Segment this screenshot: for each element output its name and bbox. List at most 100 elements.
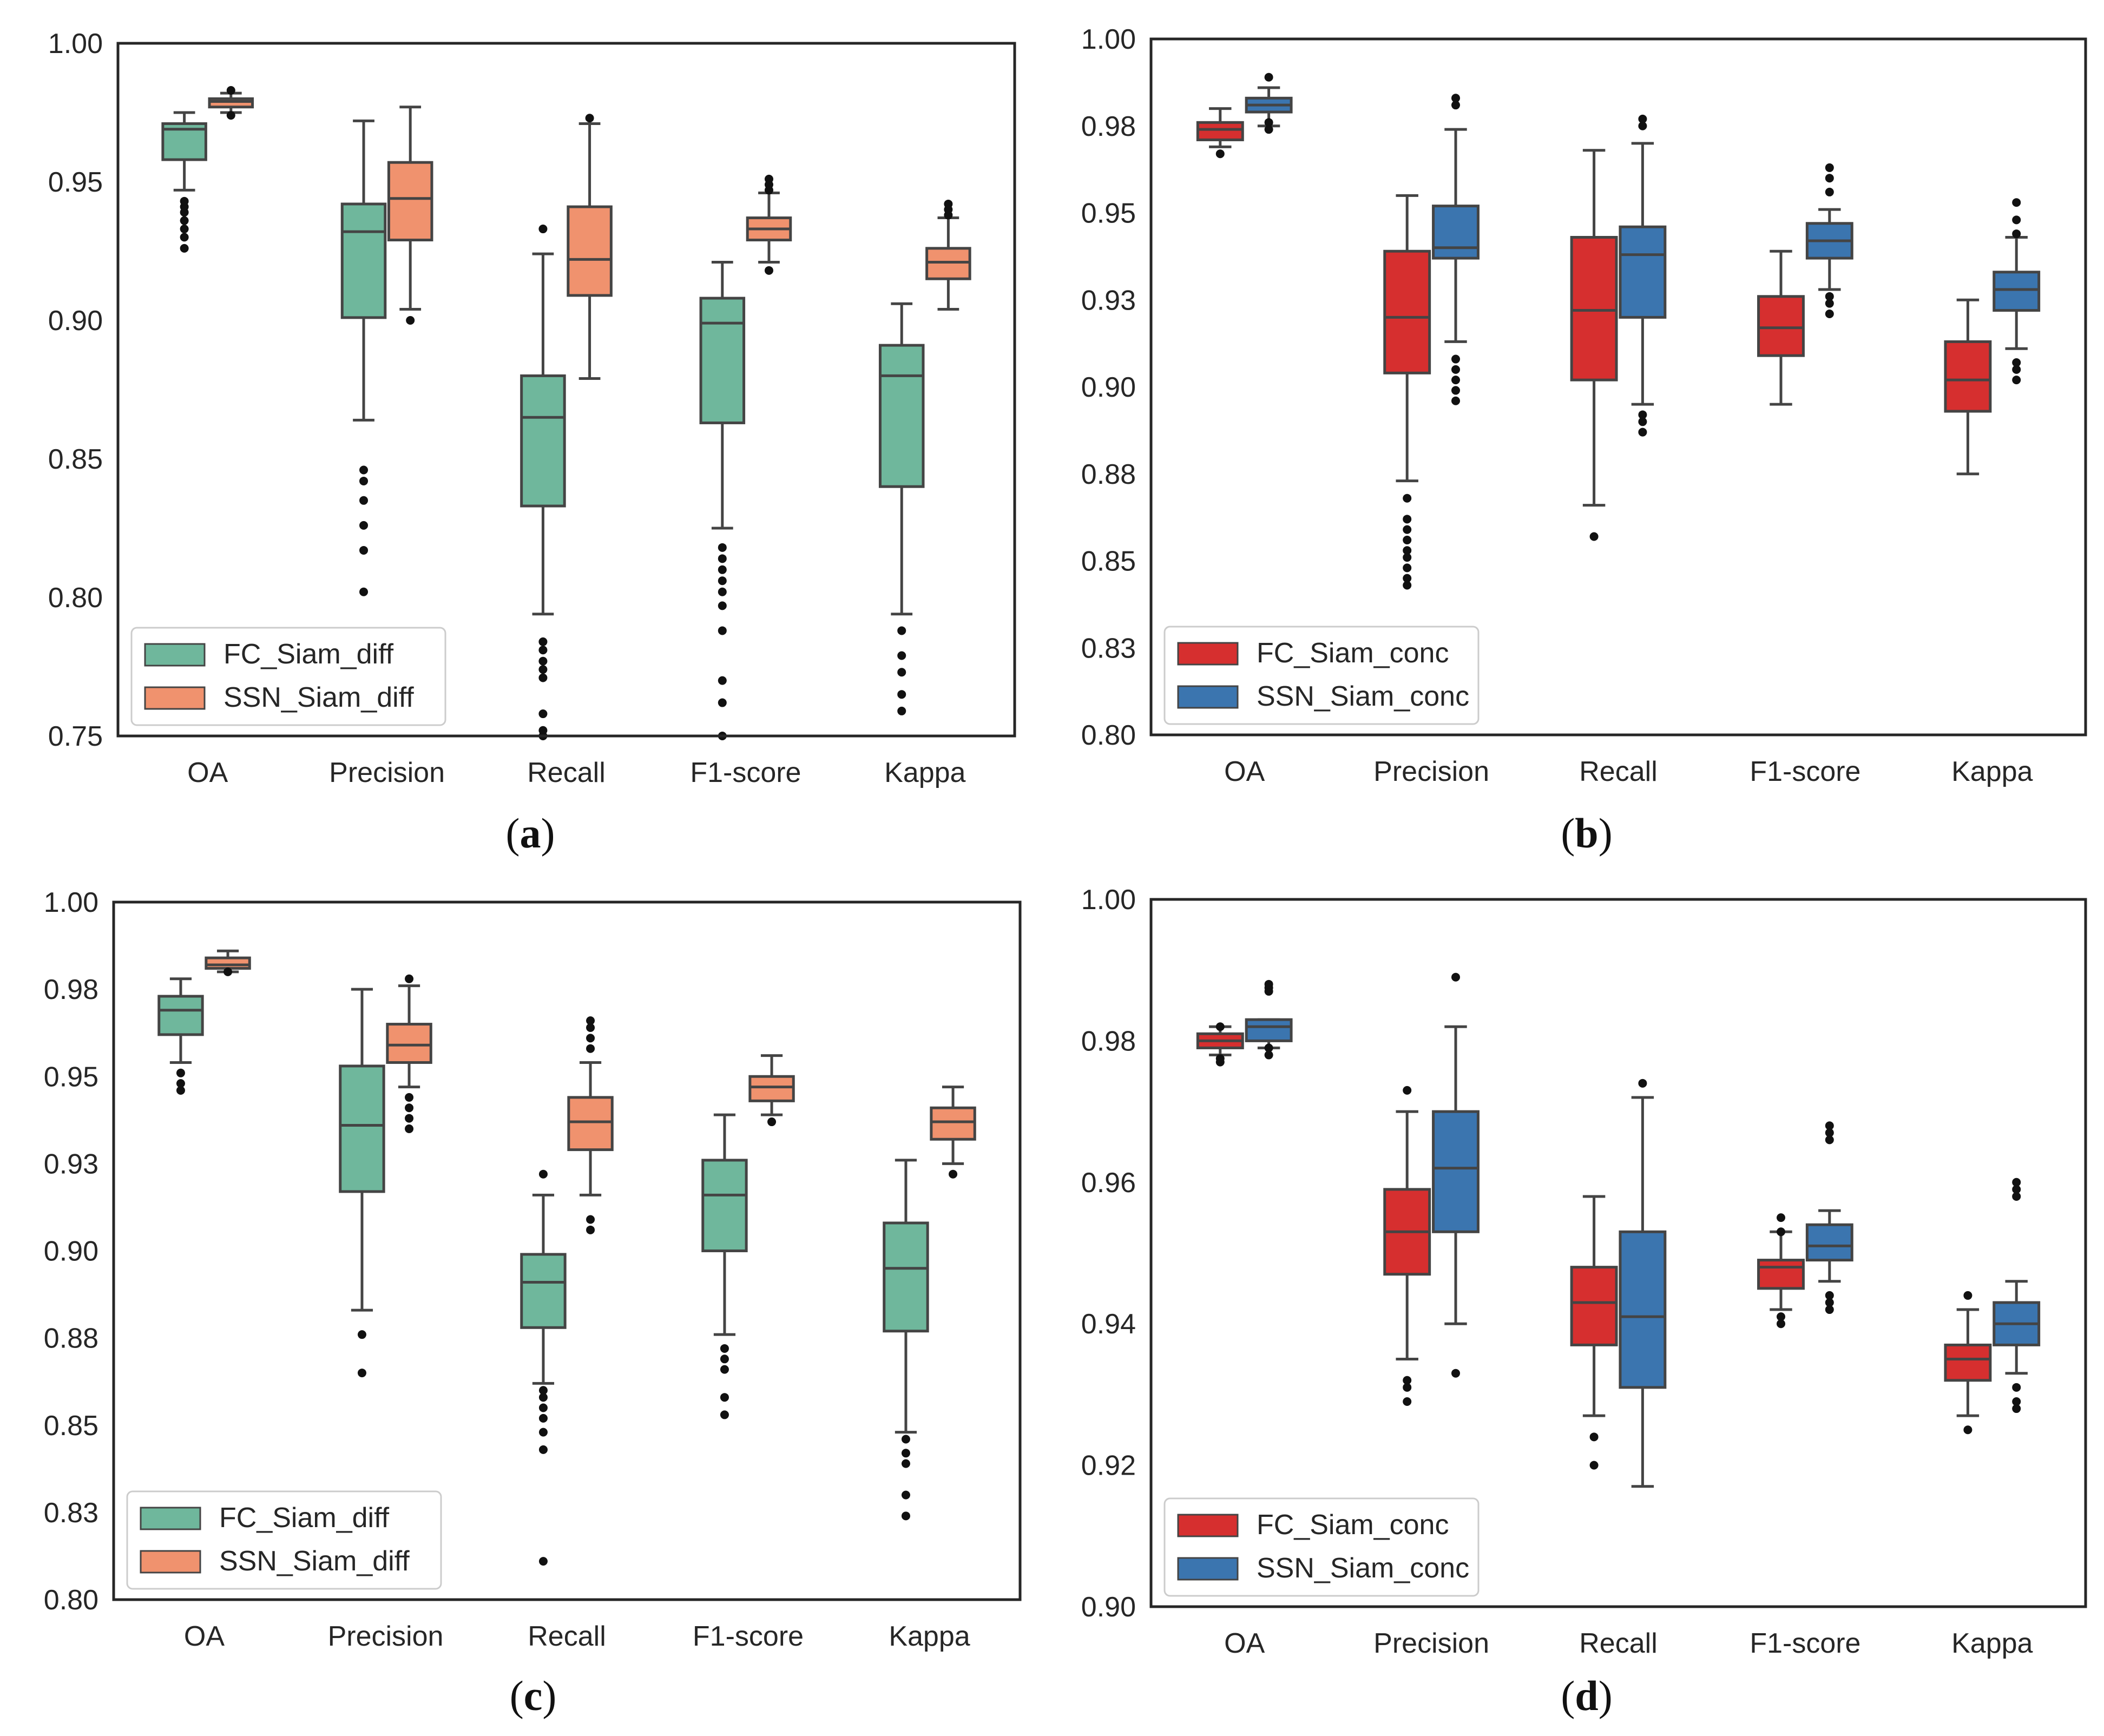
box-SSN_Siam_conc-F1-score <box>1805 163 1853 318</box>
box-FC_Siam_diff-OA <box>161 111 207 253</box>
caption-b: (b) <box>1561 810 1613 857</box>
y-tick-label: 0.80 <box>44 1584 98 1616</box>
outlier-point <box>405 974 414 983</box>
legend-label-FC_Siam_conc: FC_Siam_conc <box>1257 637 1449 669</box>
y-tick-label: 0.75 <box>48 721 103 752</box>
outlier-point <box>897 706 906 715</box>
x-tick-label: Recall <box>1579 756 1658 787</box>
outlier-point <box>2012 376 2021 385</box>
outlier-point <box>1451 972 1461 982</box>
outlier-point <box>359 465 369 475</box>
outlier-point <box>538 225 548 234</box>
x-tick-label: Precision <box>1373 1628 1489 1659</box>
chart-svg-b: 0.80 0.83 0.85 0.88 0.90 0.93 0.95 0.98 1.00 OA Pr… <box>1081 24 2087 787</box>
x-tick-label: OA <box>184 1621 225 1652</box>
box-body <box>699 297 746 424</box>
box-FC_Siam_conc-Kappa <box>1944 298 1992 476</box>
box-SSN_Siam_diff-Recall <box>567 114 613 380</box>
y-tick-label: 1.00 <box>48 28 103 60</box>
outlier-point <box>2012 1185 2021 1194</box>
outlier-point <box>1638 428 1647 437</box>
box-SSN_Siam_conc-Precision <box>1432 94 1480 405</box>
x-tick-label: F1-score <box>690 757 801 788</box>
box-body <box>1757 1259 1805 1290</box>
outlier-point <box>1825 1291 1834 1300</box>
outlier-point <box>1403 563 1412 573</box>
outlier-point <box>720 1354 729 1364</box>
outlier-point <box>226 111 235 120</box>
x-tick-label: Kappa <box>884 757 965 788</box>
outlier-point <box>1825 1135 1834 1145</box>
box-body <box>1805 1223 1853 1262</box>
box-SSN_Siam_conc-Recall <box>1619 114 1667 437</box>
outlier-point <box>1825 174 1834 183</box>
y-tick-label: 0.83 <box>1081 633 1136 664</box>
outlier-point <box>897 668 906 677</box>
box-body <box>157 995 204 1036</box>
outlier-point <box>897 626 906 635</box>
outlier-point <box>1451 386 1461 395</box>
outlier-point <box>1403 525 1412 534</box>
outlier-point <box>1776 1213 1785 1222</box>
y-tick-label: 0.92 <box>1081 1450 1136 1482</box>
outlier-point <box>1451 94 1461 103</box>
box-body <box>1944 340 1992 413</box>
outlier-point <box>538 1393 548 1402</box>
outlier-point <box>586 1225 595 1234</box>
box-FC_Siam_diff-Recall <box>520 225 566 740</box>
outlier-point <box>176 1079 185 1088</box>
box-FC_Siam_diff-Kappa <box>878 302 925 715</box>
legend-swatch-FC_Siam_diff <box>144 643 206 667</box>
outlier-point <box>1638 1079 1647 1088</box>
outlier-point <box>1825 1298 1834 1307</box>
outlier-point <box>2012 1397 2021 1406</box>
outlier-point <box>538 1413 548 1423</box>
outlier-point <box>1264 118 1273 127</box>
box-SSN_Siam_diff-F1-score <box>748 1054 795 1127</box>
outlier-point <box>718 576 727 586</box>
box-FC_Siam_diff-Precision <box>339 988 385 1378</box>
outlier-point <box>718 601 727 610</box>
outlier-point <box>586 1215 595 1224</box>
box-body <box>748 1075 795 1102</box>
outlier-point <box>2012 358 2021 367</box>
outlier-point <box>586 1016 595 1025</box>
outlier-point <box>1403 581 1412 590</box>
box-body <box>701 1159 748 1252</box>
outlier-point <box>585 114 594 123</box>
box-FC_Siam_diff-Precision <box>340 119 387 596</box>
box-SSN_Siam_conc-OA <box>1245 979 1293 1060</box>
legend-label-SSN_Siam_conc: SSN_Siam_conc <box>1257 1553 1469 1584</box>
legend-label-SSN_Siam_diff: SSN_Siam_diff <box>219 1546 410 1577</box>
outlier-point <box>538 673 548 682</box>
box-body <box>520 1253 567 1329</box>
box-SSN_Siam_diff-F1-score <box>746 174 792 275</box>
outlier-point <box>764 174 773 183</box>
outlier-point <box>405 1103 414 1113</box>
y-tick-label: 1.00 <box>1081 24 1136 55</box>
outlier-point <box>538 656 548 666</box>
outlier-point <box>1825 292 1834 301</box>
legend-swatch-SSN_Siam_diff <box>144 686 206 710</box>
caption-c: (c) <box>509 1672 557 1719</box>
box-FC_Siam_diff-OA <box>157 977 204 1095</box>
outlier-point <box>2012 215 2021 225</box>
outlier-point <box>767 1117 777 1127</box>
x-tick-label: Kappa <box>889 1621 970 1652</box>
chart-svg-d: 0.90 0.92 0.94 0.96 0.98 1.00 OA Precision Recal… <box>1081 884 2087 1659</box>
box-SSN_Siam_diff-OA <box>208 86 254 120</box>
legend-label-FC_Siam_diff: FC_Siam_diff <box>223 639 394 670</box>
box-FC_Siam_conc-Precision <box>1383 1086 1431 1406</box>
outlier-point <box>180 233 189 242</box>
box-body <box>1993 271 2041 312</box>
legend-label-FC_Siam_diff: FC_Siam_diff <box>219 1502 390 1534</box>
outlier-point <box>764 266 773 275</box>
outlier-point <box>718 565 727 574</box>
box-body <box>520 374 566 508</box>
outlier-point <box>1403 1086 1412 1095</box>
outlier-point <box>586 1044 595 1053</box>
outlier-point <box>901 1490 910 1500</box>
outlier-point <box>1963 1425 1973 1435</box>
outlier-point <box>1825 299 1834 308</box>
outlier-point <box>357 1369 366 1378</box>
